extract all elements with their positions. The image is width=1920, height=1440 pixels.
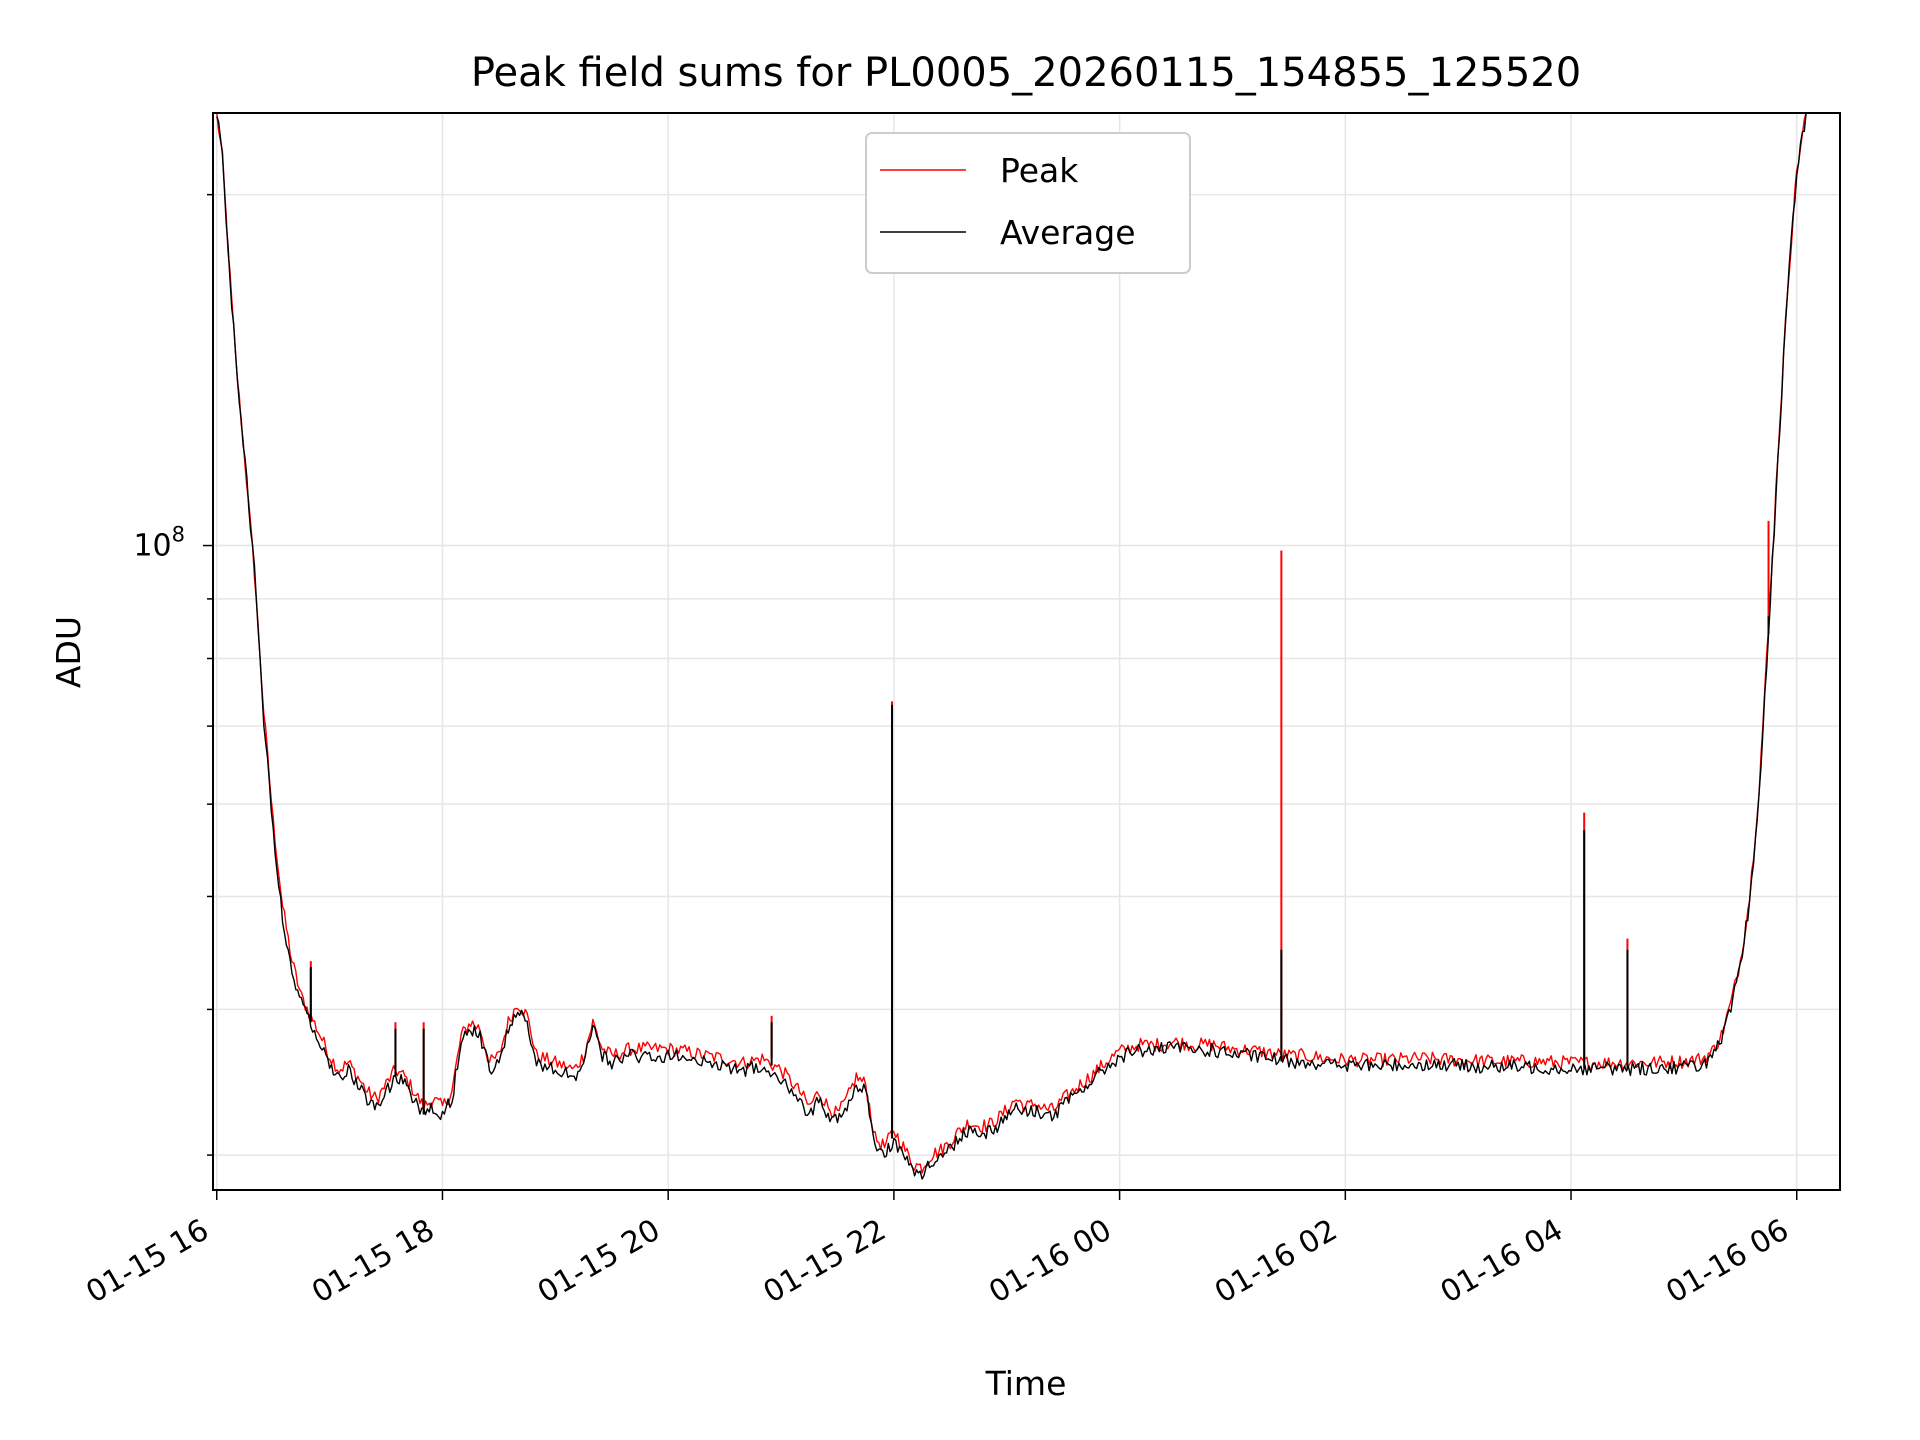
y-tick-label: 108 (133, 523, 185, 564)
series-line-average (216, 113, 1807, 1180)
y-axis-title: ADU (49, 616, 88, 688)
legend-box (865, 132, 1191, 274)
grid (213, 113, 1840, 1190)
plot-frame (212, 112, 1841, 1191)
series-average (216, 113, 1807, 1180)
legend: Peak Average (865, 132, 1191, 274)
x-axis-title: Time (985, 1364, 1067, 1403)
series-layer (216, 113, 1807, 1180)
chart-title: Peak field sums for PL0005_20260115_1548… (471, 50, 1581, 96)
series-line-peak (216, 113, 1807, 1174)
y-axis: 108 (133, 193, 213, 1156)
legend-label-peak: Peak (1000, 151, 1079, 190)
legend-label-average: Average (1000, 213, 1136, 252)
